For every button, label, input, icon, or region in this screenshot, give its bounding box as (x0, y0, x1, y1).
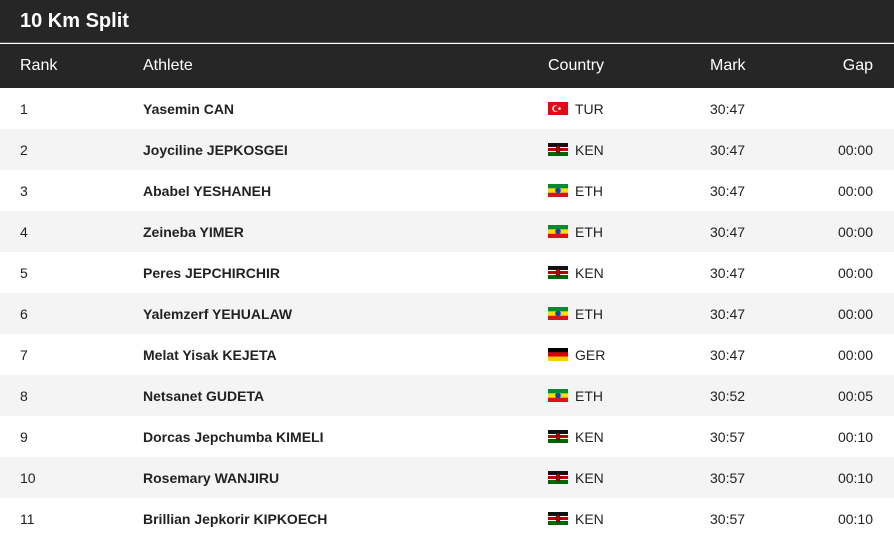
country-cell: GER (575, 346, 606, 363)
header-cell: Athlete (143, 57, 193, 74)
gap-cell: 00:10 (837, 469, 873, 486)
result-row: 4 Zeineba YIMER ETH 30:47 00:00 (0, 211, 894, 252)
header-cell: Rank (20, 57, 58, 74)
result-row: 7 Melat Yisak KEJETA GER 30:47 00:00 (0, 334, 894, 375)
rank-cell: 1 (20, 100, 28, 117)
mark-cell: 30:57 (710, 469, 746, 486)
result-row: 1 Yasemin CAN TUR 30:47 (0, 88, 894, 129)
country-cell: ETH (575, 387, 603, 404)
result-row: 5 Peres JEPCHIRCHIR KEN 30:47 00:00 (0, 252, 894, 293)
athlete-cell: Brillian Jepkorir KIPKOECH (143, 510, 328, 527)
athlete-cell: Joyciline JEPKOSGEI (143, 141, 288, 158)
country-cell: KEN (575, 510, 604, 527)
rank-cell: 5 (20, 264, 28, 281)
athlete-cell: Yasemin CAN (143, 100, 235, 117)
gap-cell: 00:00 (837, 141, 873, 158)
rank-cell: 11 (20, 510, 35, 527)
header-row: Rank Athlete Country Mark Gap (0, 44, 894, 88)
flag-icon (548, 225, 568, 238)
gap-cell: 00:05 (837, 387, 873, 404)
result-row: 6 Yalemzerf YEHUALAW ETH 30:47 00:00 (0, 293, 894, 334)
flag-icon (548, 307, 568, 320)
rank-cell: 10 (20, 469, 36, 486)
result-row: 10 Rosemary WANJIRU KEN 30:57 00:10 (0, 457, 894, 498)
country-cell: ETH (575, 182, 603, 199)
flag-icon (548, 389, 568, 402)
gap-cell: 00:10 (837, 510, 873, 527)
rank-cell: 9 (20, 428, 28, 445)
result-row: 2 Joyciline JEPKOSGEI KEN 30:47 00:00 (0, 129, 894, 170)
gap-cell: 00:00 (837, 223, 873, 240)
gap-cell: 00:10 (837, 428, 873, 445)
mark-cell: 30:57 (710, 428, 746, 445)
country-cell: KEN (575, 264, 604, 281)
mark-cell: 30:47 (710, 305, 746, 322)
mark-cell: 30:47 (710, 223, 746, 240)
mark-cell: 30:47 (710, 100, 746, 117)
athlete-cell: Rosemary WANJIRU (143, 469, 280, 486)
header-cell: Mark (710, 57, 746, 74)
result-row: 8 Netsanet GUDETA ETH 30:52 00:05 (0, 375, 894, 416)
rank-cell: 4 (20, 223, 28, 240)
rank-cell: 7 (20, 346, 28, 363)
country-cell: ETH (575, 305, 603, 322)
header-cell: Gap (842, 57, 873, 74)
result-row: 9 Dorcas Jepchumba KIMELI KEN 30:57 00:10 (0, 416, 894, 457)
gap-cell: 00:00 (837, 264, 873, 281)
flag-icon (548, 266, 568, 279)
athlete-cell: Zeineba YIMER (143, 223, 244, 240)
flag-icon (548, 471, 568, 484)
mark-cell: 30:47 (710, 264, 746, 281)
mark-cell: 30:57 (710, 510, 746, 527)
flag-icon (548, 512, 568, 525)
athlete-cell: Yalemzerf YEHUALAW (143, 305, 293, 322)
flag-icon (548, 184, 568, 197)
country-cell: KEN (575, 141, 604, 158)
country-cell: ETH (575, 223, 603, 240)
table-title: 10 Km Split (0, 0, 894, 43)
flag-icon (548, 430, 568, 443)
header-cell: Country (548, 57, 605, 74)
flag-icon (548, 348, 568, 361)
country-cell: TUR (575, 100, 604, 117)
mark-cell: 30:47 (710, 141, 746, 158)
result-row: 3 Ababel YESHANEH ETH 30:47 00:00 (0, 170, 894, 211)
athlete-cell: Melat Yisak KEJETA (143, 346, 277, 363)
gap-cell: 00:00 (837, 346, 873, 363)
rank-cell: 8 (20, 387, 28, 404)
gap-cell: 00:00 (837, 305, 873, 322)
rank-cell: 6 (20, 305, 28, 322)
rank-cell: 3 (20, 182, 28, 199)
result-row: 11 Brillian Jepkorir KIPKOECH KEN 30:57 00:1… (0, 498, 894, 539)
gap-cell: 00:00 (837, 182, 873, 199)
flag-icon (548, 102, 568, 115)
rank-cell: 2 (20, 141, 28, 158)
athlete-cell: Peres JEPCHIRCHIR (143, 264, 280, 281)
flag-icon (548, 143, 568, 156)
country-cell: KEN (575, 469, 604, 486)
mark-cell: 30:47 (710, 346, 746, 363)
mark-cell: 30:52 (710, 387, 746, 404)
mark-cell: 30:47 (710, 182, 746, 199)
athlete-cell: Ababel YESHANEH (143, 182, 272, 199)
country-cell: KEN (575, 428, 604, 445)
athlete-cell: Dorcas Jepchumba KIMELI (143, 428, 324, 445)
athlete-cell: Netsanet GUDETA (143, 387, 265, 404)
